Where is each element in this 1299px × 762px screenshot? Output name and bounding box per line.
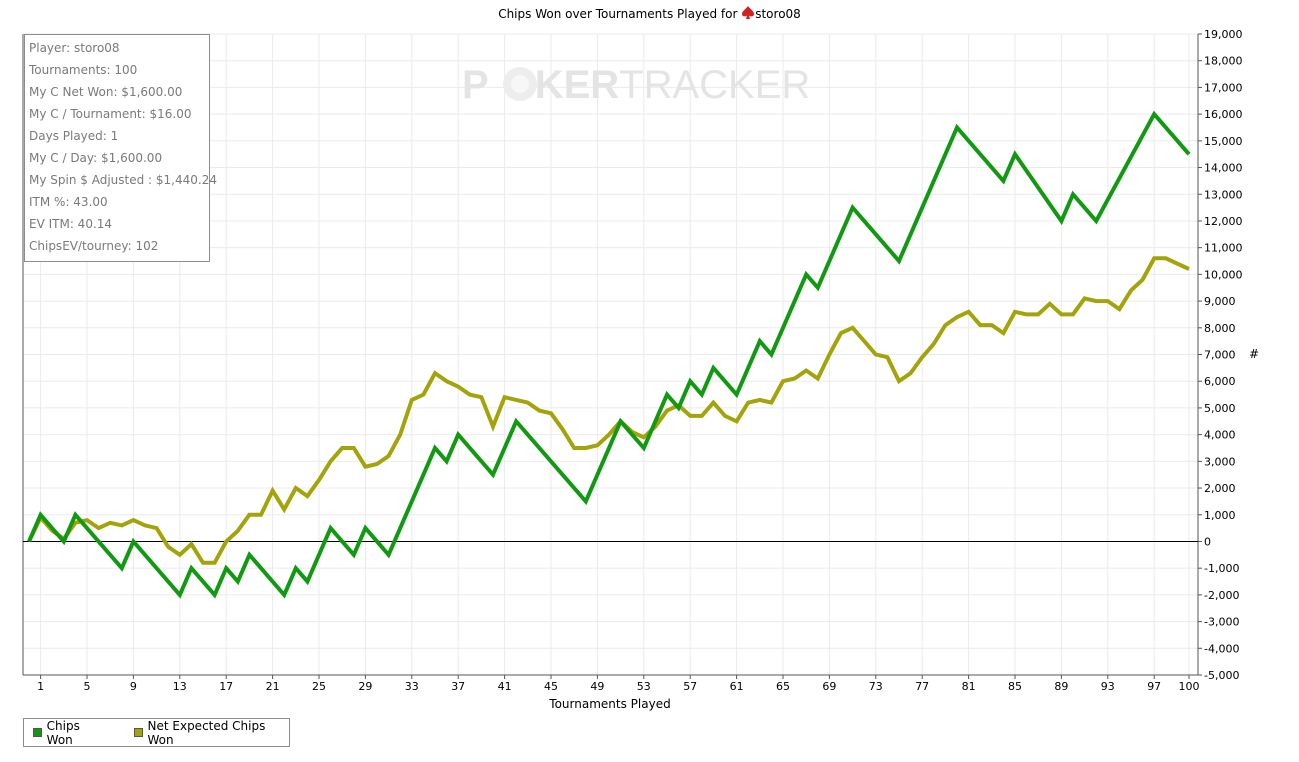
watermark-left: P (462, 63, 489, 107)
stat-per-day: My C / Day: $1,600.00 (29, 151, 163, 165)
x-tick-label: 49 (590, 680, 604, 693)
legend-swatch-chips-won (33, 728, 42, 737)
y-tick-label: 6,000 (1204, 375, 1236, 388)
y-tick-label: 19,000 (1204, 28, 1243, 41)
x-tick-label: 73 (869, 680, 883, 693)
y-tick-label: 3,000 (1204, 455, 1236, 468)
y-tick-label: 17,000 (1204, 81, 1243, 94)
legend-item-chips-won[interactable]: Chips Won (24, 719, 107, 747)
y-tick-label: 5,000 (1204, 402, 1236, 415)
y-tick-label: -2,000 (1204, 589, 1239, 602)
stat-ev-itm: EV ITM: 40.14 (29, 217, 113, 231)
y-axis-ticks: -5,000 -4,000 -3,000 -2,000 -1,000 0 1,000 2,00… (1198, 28, 1243, 682)
x-tick-label: 57 (683, 680, 697, 693)
y-axis-label: # (1249, 347, 1260, 361)
y-tick-label: 0 (1204, 535, 1211, 548)
y-tick-label: 10,000 (1204, 268, 1243, 281)
x-tick-label: 81 (962, 680, 976, 693)
y-tick-label: 4,000 (1204, 429, 1236, 442)
chart-title: Chips Won over Tournaments Played for st… (0, 6, 1299, 22)
x-tick-label: 45 (544, 680, 558, 693)
y-tick-label: 15,000 (1204, 135, 1243, 148)
stat-per-tournament: My C / Tournament: $16.00 (29, 107, 192, 121)
x-tick-label: 89 (1054, 680, 1068, 693)
x-tick-label: 5 (84, 680, 91, 693)
legend-label-chips-won: Chips Won (46, 718, 80, 747)
legend-swatch-net-expected (133, 728, 143, 737)
spade-icon (742, 6, 755, 19)
series-lines (27, 110, 1191, 599)
x-tick-label: 97 (1147, 680, 1161, 693)
x-tick-label: 100 (1179, 680, 1200, 693)
x-tick-label: 25 (312, 680, 326, 693)
y-tick-label: 2,000 (1204, 482, 1236, 495)
stat-chipsev: ChipsEV/tourney: 102 (29, 239, 159, 253)
y-tick-label: 18,000 (1204, 55, 1243, 68)
chart-title-text: Chips Won over Tournaments Played for (498, 7, 742, 21)
x-tick-label: 77 (915, 680, 929, 693)
y-tick-label: -4,000 (1204, 642, 1239, 655)
series-line-net-expected (27, 256, 1190, 565)
y-tick-label: 9,000 (1204, 295, 1236, 308)
x-tick-label: 41 (498, 680, 512, 693)
stat-player: Player: storo08 (29, 41, 120, 55)
x-tick-label: 33 (405, 680, 419, 693)
pokertracker-watermark: P KERTRACKER (462, 63, 810, 107)
y-tick-label: 12,000 (1204, 215, 1243, 228)
watermark-right: TRACKER (619, 63, 810, 107)
stat-days-played: Days Played: 1 (29, 129, 119, 143)
legend: Chips Won Net Expected Chips Won (23, 718, 290, 747)
chart-title-player: storo08 (755, 7, 801, 21)
x-tick-label: 69 (822, 680, 836, 693)
stats-box: Player: storo08 Tournaments: 100 My C Ne… (24, 34, 217, 262)
y-tick-label: 13,000 (1204, 188, 1243, 201)
x-axis-label: Tournaments Played (549, 697, 671, 711)
y-tick-label: 8,000 (1204, 322, 1236, 335)
x-tick-label: 85 (1008, 680, 1022, 693)
stat-itm: ITM %: 43.00 (29, 195, 108, 209)
x-axis-ticks: 1 5 9 13 17 21 25 29 33 37 41 45 49 53 57 61 65 69 73 77 81 8… (37, 675, 1200, 693)
x-tick-label: 61 (730, 680, 744, 693)
x-tick-label: 65 (776, 680, 790, 693)
x-tick-label: 93 (1101, 680, 1115, 693)
stat-spin-adjusted: My Spin $ Adjusted : $1,440.24 (29, 173, 217, 187)
y-tick-label: 7,000 (1204, 349, 1236, 362)
x-tick-label: 29 (358, 680, 372, 693)
y-tick-label: 1,000 (1204, 509, 1236, 522)
series-line-chips-won (27, 110, 1191, 599)
x-tick-label: 13 (173, 680, 187, 693)
x-tick-label: 1 (37, 680, 44, 693)
x-tick-label: 53 (637, 680, 651, 693)
x-tick-label: 17 (219, 680, 233, 693)
legend-label-net-expected: Net Expected Chips Won (147, 718, 266, 747)
y-tick-label: 14,000 (1204, 162, 1243, 175)
x-tick-label: 21 (266, 680, 280, 693)
y-tick-label: -3,000 (1204, 616, 1239, 629)
legend-item-net-expected[interactable]: Net Expected Chips Won (125, 719, 289, 747)
y-tick-label: 11,000 (1204, 242, 1243, 255)
x-tick-label: 37 (451, 680, 465, 693)
y-tick-label: -5,000 (1204, 669, 1239, 682)
stat-net-won: My C Net Won: $1,600.00 (29, 85, 183, 99)
y-tick-label: -1,000 (1204, 562, 1239, 575)
y-tick-label: 16,000 (1204, 108, 1243, 121)
watermark-mid: KER (535, 63, 620, 107)
stat-tournaments: Tournaments: 100 (29, 63, 138, 77)
x-tick-label: 9 (130, 680, 137, 693)
